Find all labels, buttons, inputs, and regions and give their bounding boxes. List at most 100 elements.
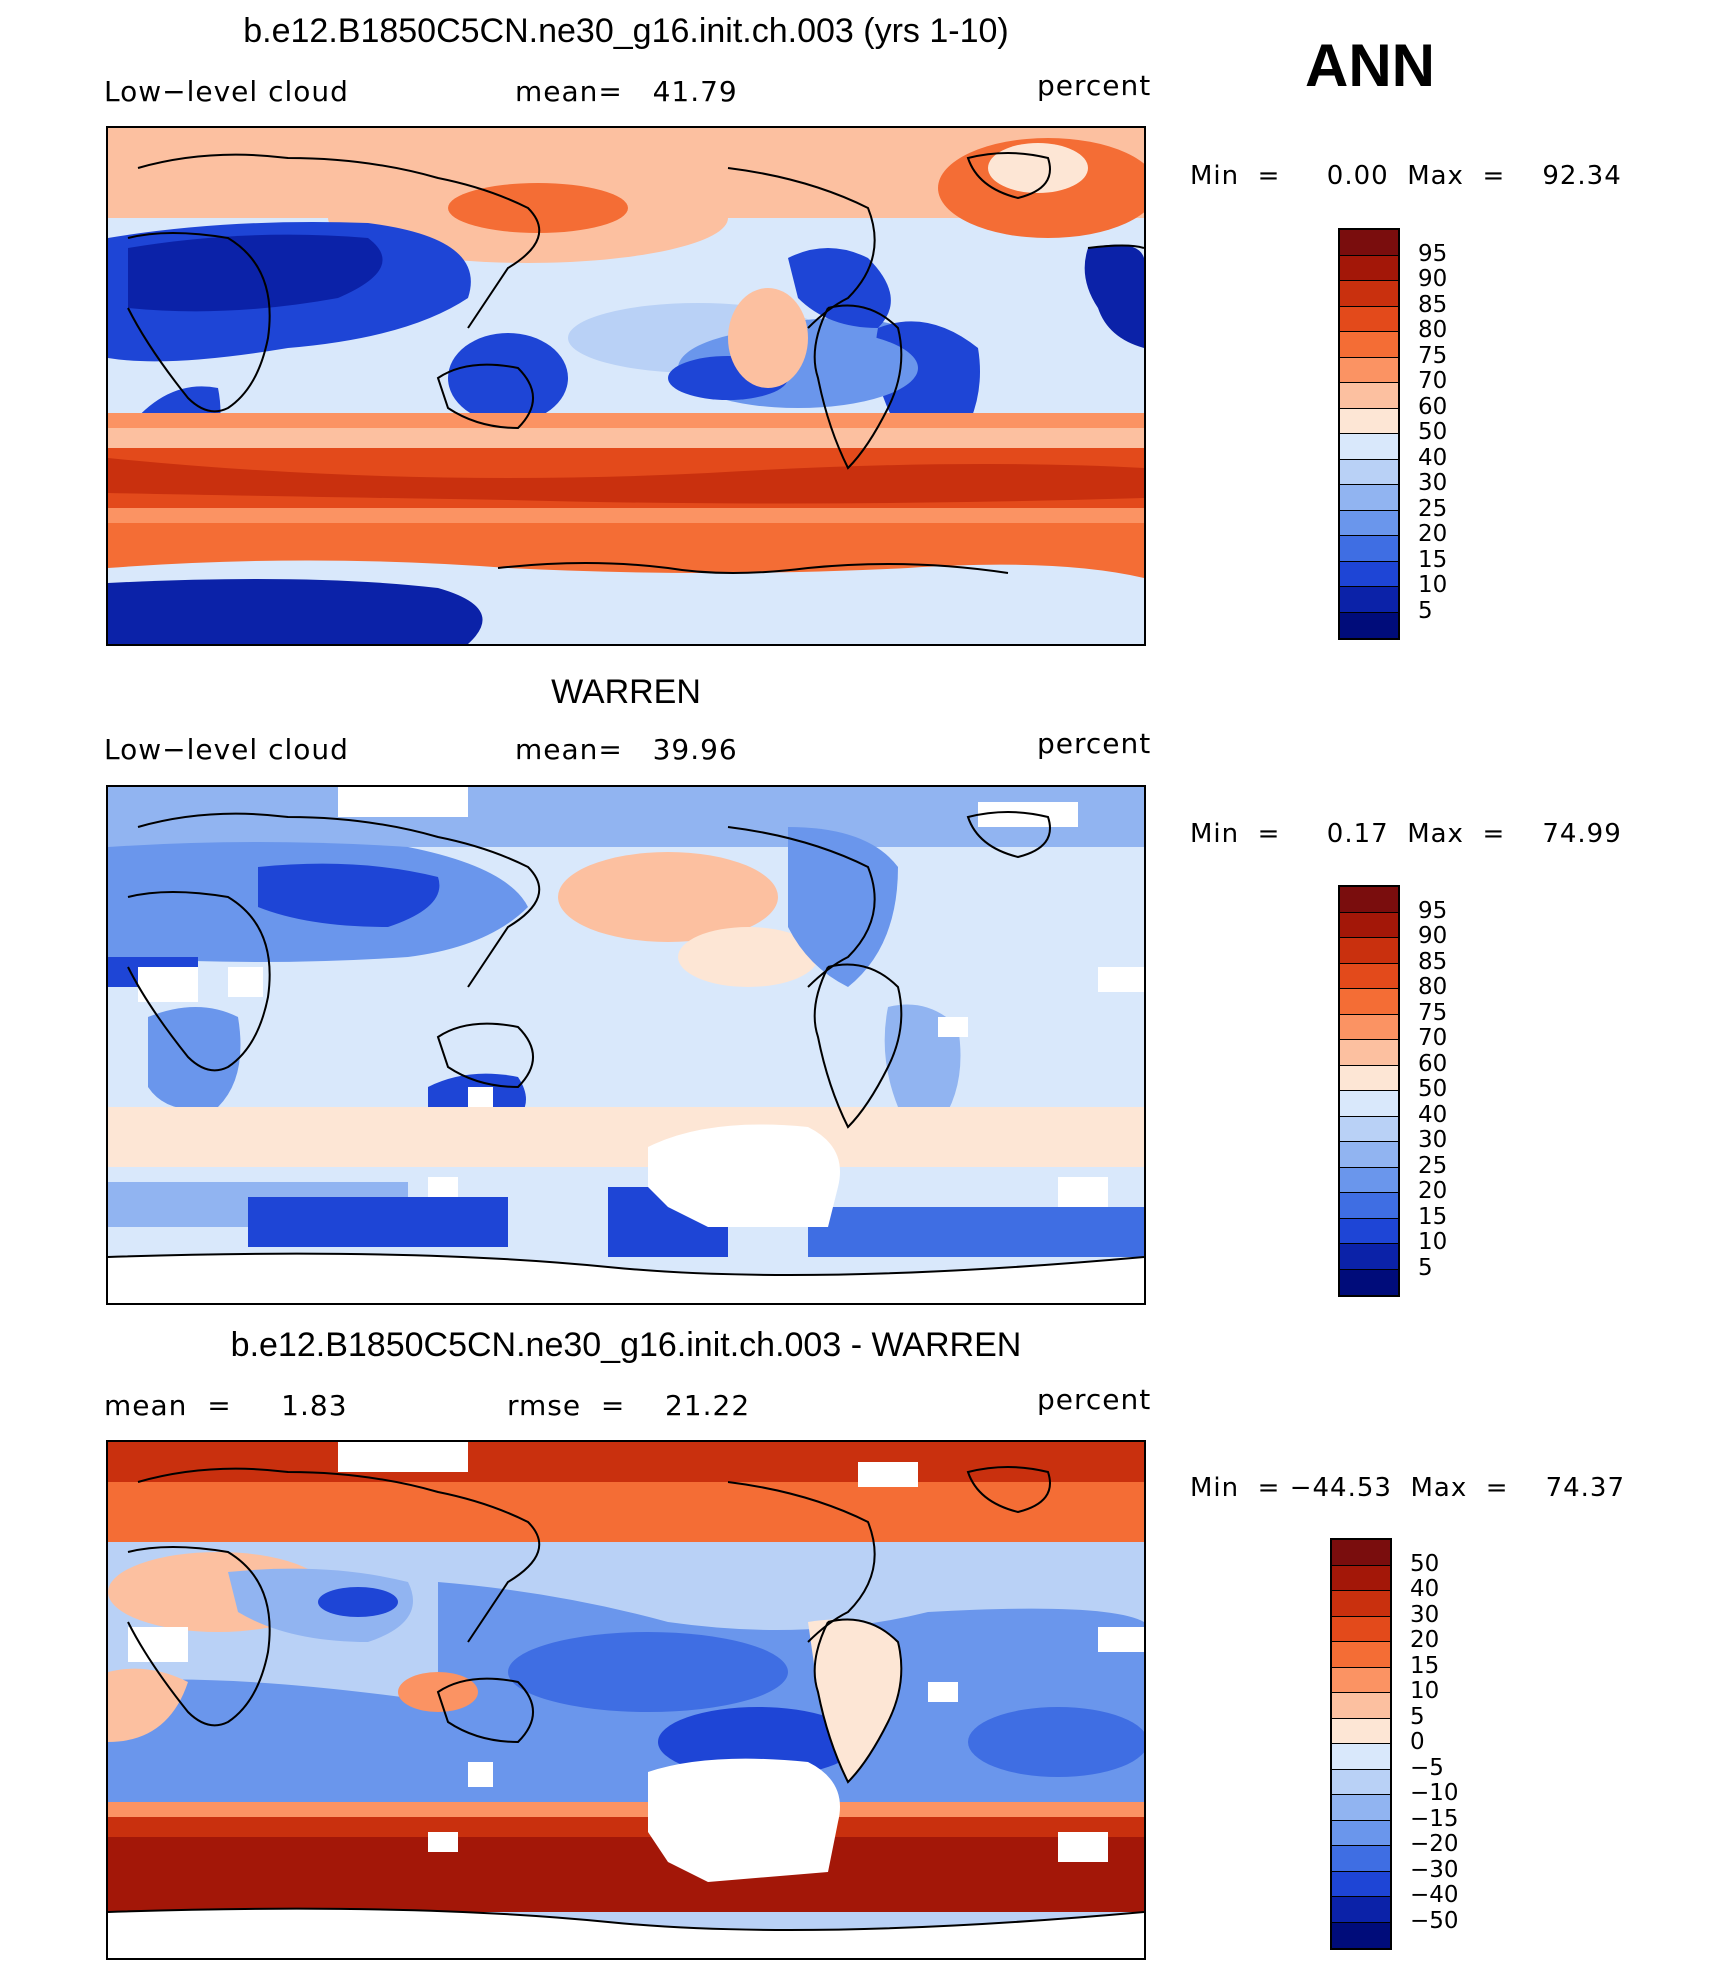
colorbar-segment xyxy=(1340,612,1398,638)
colorbar-segment xyxy=(1340,434,1398,460)
colorbar-segment xyxy=(1340,1218,1398,1244)
colorbar-tick-label: 20 xyxy=(1418,521,1448,547)
panel-1-variable-label: Low−level cloud xyxy=(104,75,349,108)
colorbar-segment xyxy=(1340,1040,1398,1066)
colorbar-tick-label: 15 xyxy=(1418,546,1448,573)
colorbar-tick-label: −10 xyxy=(1410,1780,1459,1806)
colorbar-tick-label: 80 xyxy=(1418,317,1448,343)
colorbar-segment xyxy=(1340,1065,1398,1091)
panel-1-units-label: percent xyxy=(1037,69,1152,102)
colorbar-tick-label: 60 xyxy=(1418,393,1448,420)
panel-1-title: b.e12.B1850C5CN.ne30_g16.init.ch.003 (yr… xyxy=(243,12,1009,50)
colorbar-tick-label: −5 xyxy=(1410,1754,1444,1781)
colorbar-tick-label: 70 xyxy=(1418,1025,1448,1051)
colorbar-segment xyxy=(1340,383,1398,409)
panel-2-colorbar-bar xyxy=(1338,885,1400,1297)
panel-3-minmax: Min = −44.53 Max = 74.37 xyxy=(1190,1473,1626,1503)
colorbar-tick-label: 95 xyxy=(1418,240,1448,267)
colorbar-tick-label: 75 xyxy=(1418,999,1448,1026)
colorbar-tick-label: 95 xyxy=(1418,897,1448,924)
panel-3-map xyxy=(106,1440,1146,1960)
colorbar-tick-label: −30 xyxy=(1410,1856,1459,1883)
colorbar-tick-label: 70 xyxy=(1418,368,1448,394)
colorbar-segment xyxy=(1340,408,1398,434)
colorbar-tick-label: −50 xyxy=(1410,1907,1459,1934)
colorbar-segment xyxy=(1340,1193,1398,1219)
colorbar-segment xyxy=(1332,1616,1390,1642)
colorbar-segment xyxy=(1340,1091,1398,1117)
colorbar-segment xyxy=(1340,561,1398,587)
panel-3-mean-label: mean = 1.83 xyxy=(104,1389,348,1422)
colorbar-tick-label: 50 xyxy=(1410,1550,1440,1577)
colorbar-tick-label: 90 xyxy=(1418,923,1448,949)
colorbar-segment xyxy=(1340,485,1398,511)
colorbar-segment xyxy=(1340,1244,1398,1270)
colorbar-segment xyxy=(1340,938,1398,964)
colorbar-tick-label: −20 xyxy=(1410,1831,1459,1857)
panel-3-colorbar-bar xyxy=(1330,1538,1392,1950)
panel-2-minmax: Min = 0.17 Max = 74.99 xyxy=(1190,819,1622,849)
colorbar-tick-label: 15 xyxy=(1410,1652,1440,1679)
panel-1-map-svg xyxy=(108,128,1144,644)
colorbar-tick-label: 40 xyxy=(1418,1101,1448,1128)
colorbar-segment xyxy=(1332,1820,1390,1846)
colorbar-tick-label: 80 xyxy=(1418,974,1448,1000)
colorbar-segment xyxy=(1340,1167,1398,1193)
panel-1-colorbar-bar xyxy=(1338,228,1400,640)
colorbar-tick-label: 60 xyxy=(1418,1050,1448,1077)
colorbar-segment xyxy=(1332,1565,1390,1591)
colorbar-tick-label: 10 xyxy=(1418,572,1448,598)
colorbar-tick-label: 50 xyxy=(1418,419,1448,445)
colorbar-segment xyxy=(1332,1693,1390,1719)
colorbar-segment xyxy=(1332,1795,1390,1821)
colorbar-tick-label: 40 xyxy=(1418,444,1448,471)
colorbar-segment xyxy=(1340,587,1398,613)
colorbar-segment xyxy=(1332,1642,1390,1668)
colorbar-segment xyxy=(1340,989,1398,1015)
colorbar-segment xyxy=(1332,1667,1390,1693)
colorbar-segment xyxy=(1340,510,1398,536)
colorbar-segment xyxy=(1340,332,1398,358)
colorbar-segment xyxy=(1332,1769,1390,1795)
colorbar-segment xyxy=(1332,1897,1390,1923)
colorbar-tick-label: 40 xyxy=(1410,1576,1440,1602)
colorbar-tick-label: 30 xyxy=(1418,470,1448,496)
panel-2-map xyxy=(106,785,1146,1305)
colorbar-tick-label: 5 xyxy=(1410,1703,1425,1730)
season-label: ANN xyxy=(1305,32,1435,99)
panel-2-units-label: percent xyxy=(1037,727,1152,760)
colorbar-tick-label: 75 xyxy=(1418,342,1448,369)
colorbar-tick-label: 15 xyxy=(1418,1203,1448,1230)
colorbar-tick-label: 0 xyxy=(1410,1729,1425,1755)
panel-3-map-svg xyxy=(108,1442,1144,1958)
colorbar-segment xyxy=(1340,1269,1398,1295)
panel-2-title: WARREN xyxy=(551,673,701,711)
panel-2-variable-label: Low−level cloud xyxy=(104,733,349,766)
colorbar-segment xyxy=(1332,1922,1390,1948)
colorbar-tick-label: 5 xyxy=(1418,597,1433,624)
colorbar-tick-label: 25 xyxy=(1418,495,1448,522)
colorbar-segment xyxy=(1340,230,1398,256)
panel-1-mean-label: mean= 41.79 xyxy=(515,75,738,108)
colorbar-segment xyxy=(1332,1540,1390,1566)
panel-3-units-label: percent xyxy=(1037,1383,1152,1416)
colorbar-segment xyxy=(1332,1718,1390,1744)
colorbar-segment xyxy=(1340,459,1398,485)
panel-1-map xyxy=(106,126,1146,646)
colorbar-segment xyxy=(1340,963,1398,989)
colorbar-segment xyxy=(1340,887,1398,913)
colorbar-tick-label: 90 xyxy=(1418,266,1448,292)
colorbar-tick-label: 50 xyxy=(1418,1076,1448,1102)
colorbar-segment xyxy=(1340,912,1398,938)
colorbar-tick-label: 20 xyxy=(1410,1627,1440,1653)
colorbar-segment xyxy=(1340,306,1398,332)
colorbar-tick-label: 30 xyxy=(1418,1127,1448,1153)
colorbar-segment xyxy=(1340,1116,1398,1142)
colorbar-segment xyxy=(1340,357,1398,383)
panel-1-minmax: Min = 0.00 Max = 92.34 xyxy=(1190,161,1622,191)
colorbar-tick-label: 30 xyxy=(1410,1601,1440,1628)
colorbar-tick-label: 85 xyxy=(1418,948,1448,975)
colorbar-segment xyxy=(1340,281,1398,307)
colorbar-tick-label: 10 xyxy=(1410,1678,1440,1704)
colorbar-segment xyxy=(1340,536,1398,562)
